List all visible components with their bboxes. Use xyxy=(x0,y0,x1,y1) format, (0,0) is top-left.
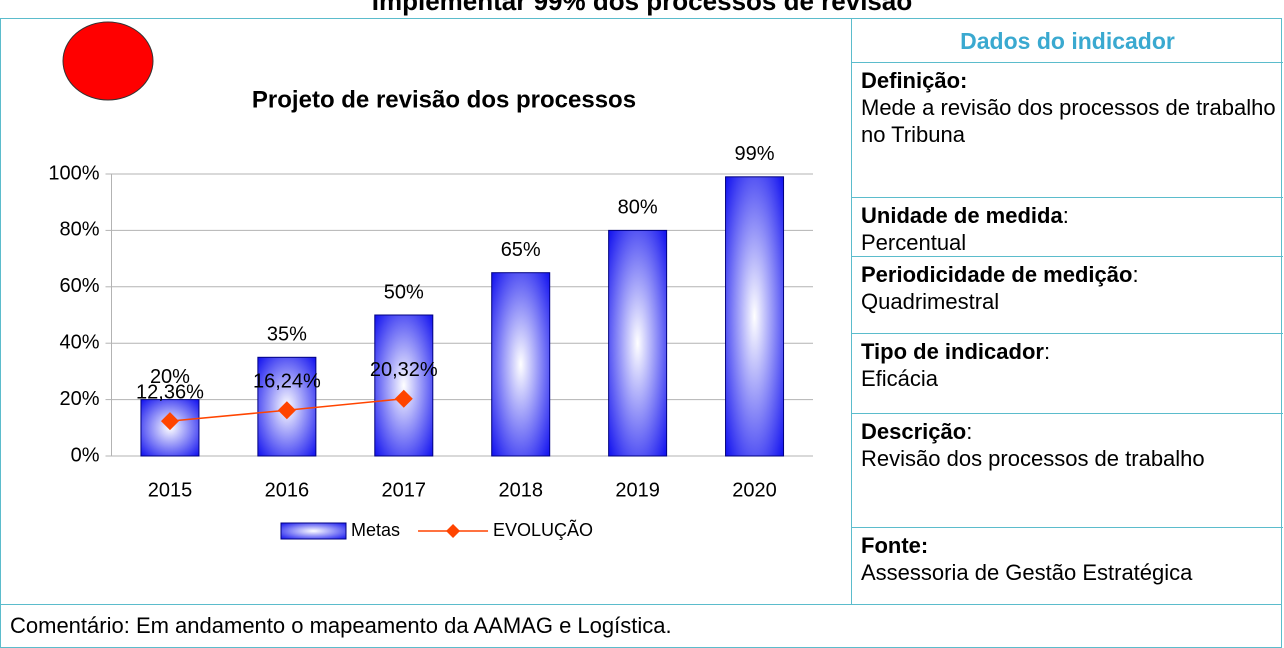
y-tick-label: 0% xyxy=(71,444,100,466)
section-heading: Tipo de indicador: xyxy=(861,338,1283,365)
legend-marker xyxy=(446,524,461,538)
bar-label: 65% xyxy=(501,239,541,261)
bar xyxy=(725,176,785,457)
section-label: Fonte: xyxy=(861,533,929,558)
bar xyxy=(374,314,434,457)
section-heading: Definição: xyxy=(861,67,1283,94)
section-text: Eficácia xyxy=(861,366,939,391)
bar-label: 80% xyxy=(618,197,658,219)
section-label: Tipo de indicador xyxy=(861,339,1044,364)
y-tick-label: 80% xyxy=(59,219,99,241)
section-heading: Fonte: xyxy=(861,532,1283,559)
bar-label: 35% xyxy=(267,324,307,346)
section-suffix: : xyxy=(1132,262,1139,287)
x-tick-label: 2015 xyxy=(148,479,193,501)
legend-label: EVOLUÇÃO xyxy=(493,519,593,540)
x-tick-label: 2017 xyxy=(382,479,427,501)
y-tick-label: 40% xyxy=(59,331,99,353)
bar xyxy=(608,229,668,457)
section-label: Periodicidade de medição xyxy=(861,262,1133,287)
info-panel: Dados do indicador Definição: Mede a revi… xyxy=(851,19,1283,605)
chart: Projeto de revisão dos processos 0% 20% 40… xyxy=(48,21,813,540)
bar xyxy=(491,272,551,457)
section-text: Mede a revisão dos processos de trabalho… xyxy=(861,95,1276,147)
bar-label: 50% xyxy=(384,281,424,303)
panel-section: Definição: Mede a revisão dos processos d… xyxy=(852,63,1283,198)
panel-section: Unidade de medida: Percentual xyxy=(852,198,1283,257)
line-marker xyxy=(394,389,413,408)
line-label: 12,36% xyxy=(136,381,204,403)
y-tick-label: 20% xyxy=(59,388,99,410)
x-tick-label: 2019 xyxy=(615,479,660,501)
section-suffix: : xyxy=(1062,203,1069,228)
section-heading: Unidade de medida: xyxy=(861,202,1283,229)
line-marker xyxy=(277,401,296,420)
bar-label: 20% xyxy=(150,366,190,388)
panel-section: Descrição: Revisão dos processos de traba… xyxy=(852,414,1283,528)
section-text: Quadrimestral xyxy=(861,289,1000,314)
status-indicator xyxy=(62,21,154,101)
x-tick-label: 2016 xyxy=(265,479,310,501)
line-marker xyxy=(160,412,179,431)
panel-section: Fonte: Assessoria de Gestão Estratégica xyxy=(852,528,1283,606)
x-tick-label: 2020 xyxy=(732,479,777,501)
section-text: Assessoria de Gestão Estratégica xyxy=(861,560,1193,585)
line-label: 16,24% xyxy=(253,370,321,392)
section-heading: Descrição: xyxy=(861,418,1283,445)
indicator-box: Projeto de revisão dos processos 0% 20% 40… xyxy=(0,18,1283,605)
panel-section: Tipo de indicador: Eficácia xyxy=(852,334,1283,414)
section-label: Definição: xyxy=(861,68,968,93)
x-tick-label: 2018 xyxy=(498,479,543,501)
section-label: Unidade de medida xyxy=(861,203,1063,228)
panel-title: Dados do indicador xyxy=(852,19,1283,63)
page-title: Implementar 99% dos processos de revisão xyxy=(371,0,913,16)
legend-label: Metas xyxy=(351,520,400,540)
comment: Comentário: Em andamento o mapeamento da… xyxy=(0,605,1282,648)
section-label: Descrição xyxy=(861,419,967,444)
section-suffix: : xyxy=(1043,339,1051,364)
line-label: 20,32% xyxy=(370,359,438,381)
section-heading: Periodicidade de medição: xyxy=(861,261,1283,288)
section-text: Percentual xyxy=(861,230,967,255)
panel-section: Periodicidade de medição: Quadrimestral xyxy=(852,257,1283,334)
bar-label: 99% xyxy=(735,143,775,165)
y-tick-label: 100% xyxy=(48,162,99,184)
section-suffix: : xyxy=(966,419,973,444)
chart-title: Projeto de revisão dos processos xyxy=(252,86,636,113)
y-tick-label: 60% xyxy=(59,275,99,297)
section-text: Revisão dos processos de trabalho xyxy=(861,446,1205,471)
sections: Definição: Mede a revisão dos processos d… xyxy=(852,63,1283,606)
legend-swatch xyxy=(280,522,347,540)
